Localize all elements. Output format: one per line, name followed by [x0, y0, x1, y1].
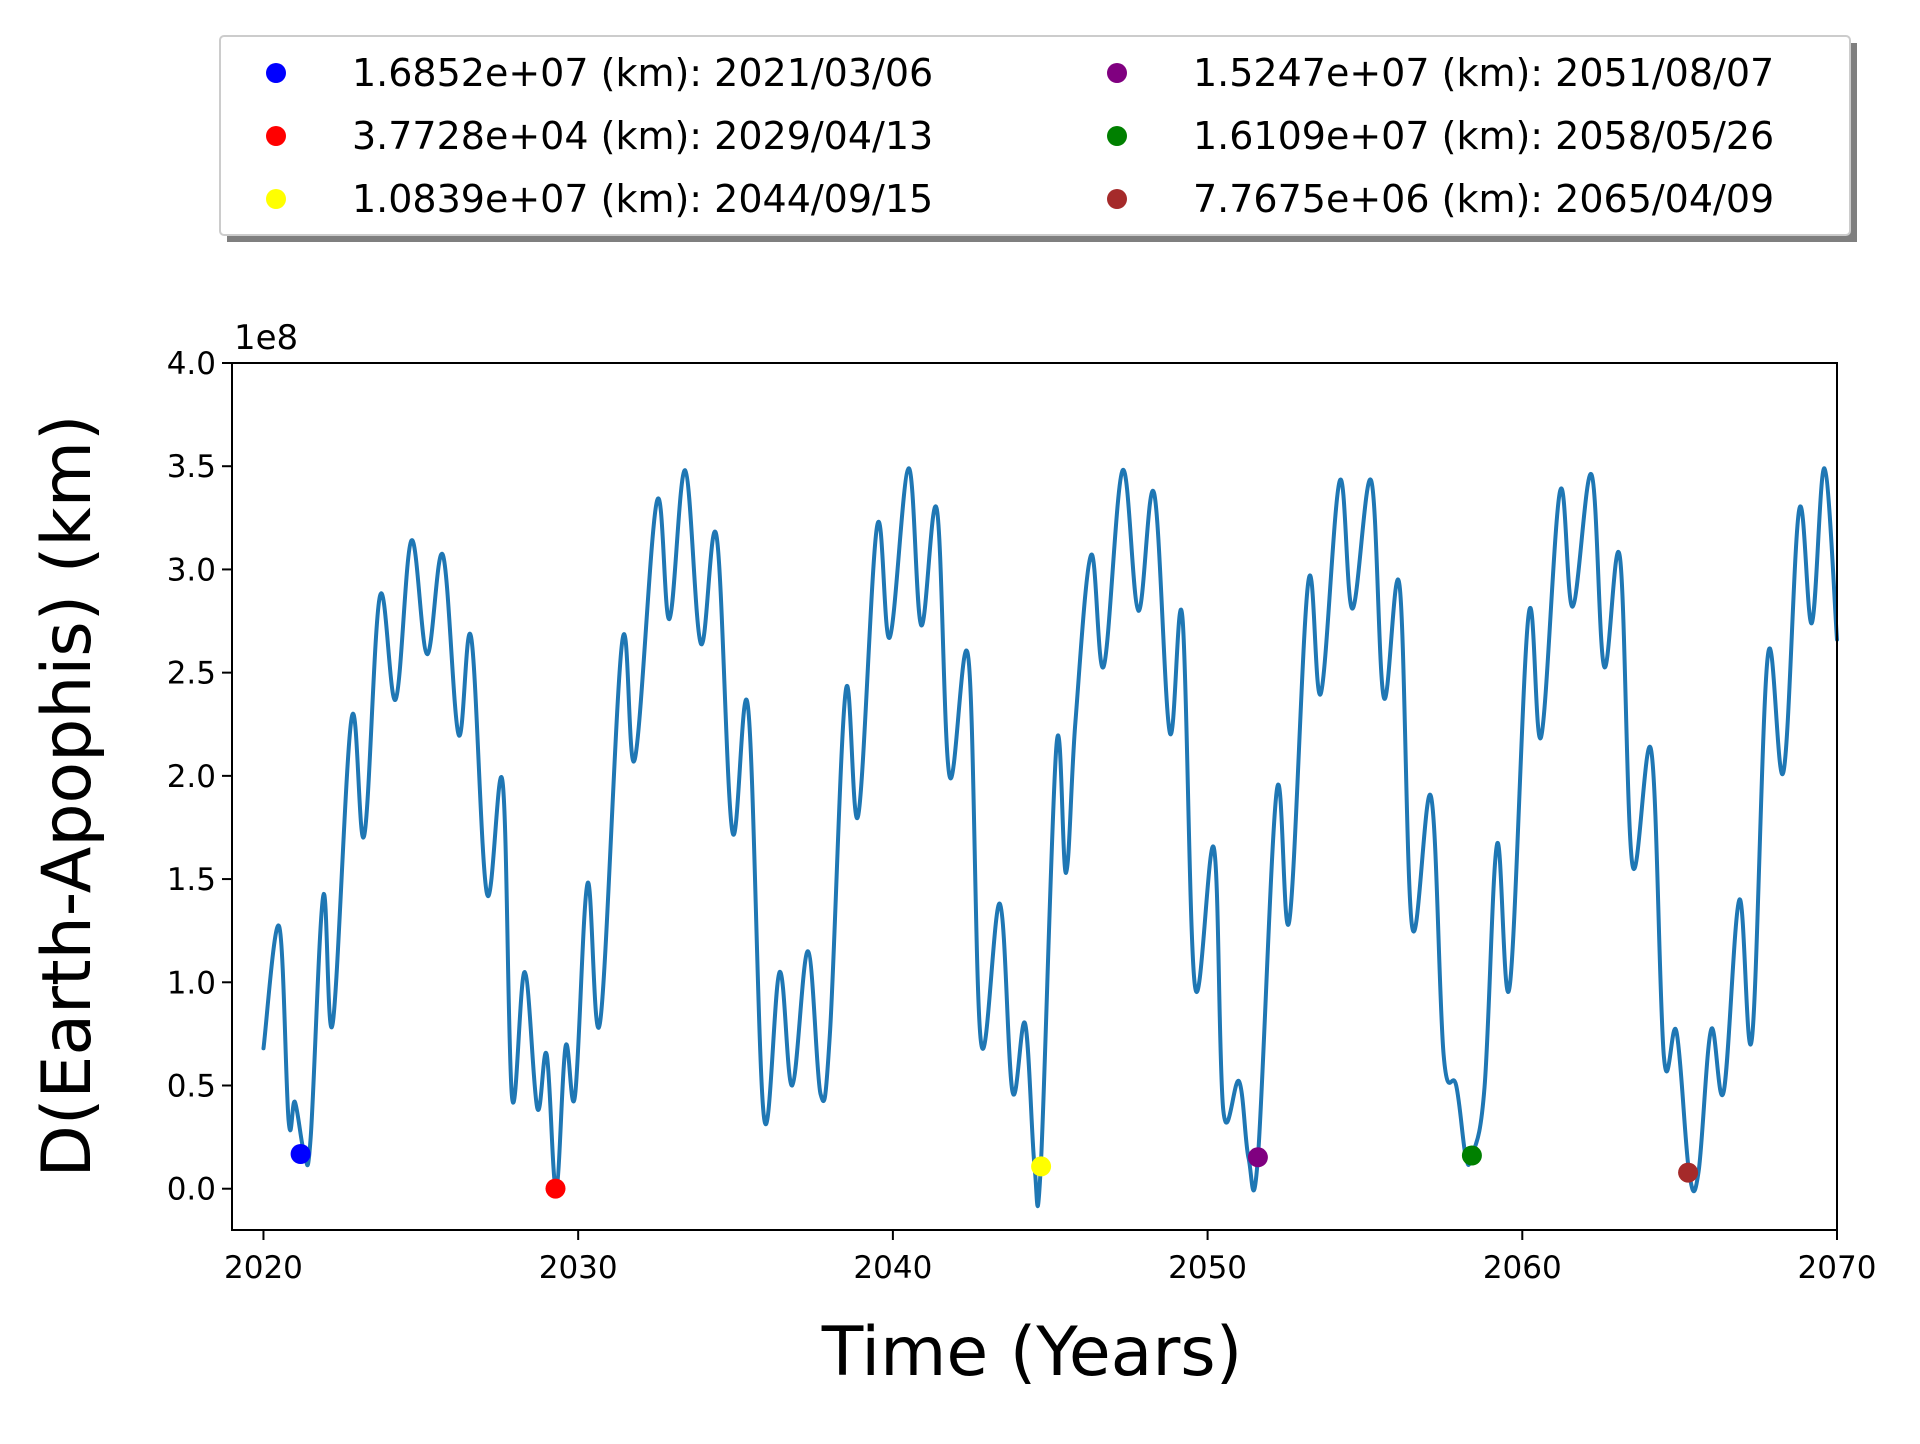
- close-approach-point-1: [290, 1144, 311, 1164]
- y-tick-label-3.0: 3.0: [167, 552, 216, 588]
- x-axis-title: Time (Years): [821, 1313, 1242, 1392]
- legend-marker-4: [1107, 63, 1127, 83]
- close-approach-point-6: [1678, 1162, 1699, 1183]
- legend-items: 1.6852e+07 (km): 2021/03/06 3.7728e+04 (k…: [266, 51, 1774, 221]
- legend-frame: [219, 35, 1851, 236]
- x-axis: 2020 2030 2040 2050 2060 2070: [224, 1230, 1876, 1286]
- close-approach-point-4: [1247, 1147, 1268, 1168]
- y-tick-label-1.5: 1.5: [167, 862, 216, 898]
- close-approach-point-5: [1461, 1145, 1482, 1166]
- close-approach-point-3: [1031, 1156, 1052, 1177]
- legend-label-2: 3.7728e+04 (km): 2029/04/13: [352, 114, 933, 158]
- y-axis: 0.0 0.5 1.0 1.5 2.0 2.5 3.0 3.5 4.0: [167, 346, 232, 1208]
- y-offset-label: 1e8: [234, 318, 298, 358]
- x-tick-label-2030: 2030: [539, 1250, 618, 1286]
- y-tick-label-2.0: 2.0: [167, 759, 216, 795]
- x-tick-label-2050: 2050: [1168, 1250, 1247, 1286]
- y-tick-label-0.5: 0.5: [167, 1069, 216, 1105]
- legend-marker-3: [266, 189, 286, 209]
- legend-marker-2: [266, 126, 286, 146]
- plot-frame: [231, 362, 1838, 1231]
- y-axis-title: D(Earth-Apophis) (km): [28, 415, 107, 1178]
- y-tick-label-3.5: 3.5: [167, 449, 216, 485]
- legend-label-5: 1.6109e+07 (km): 2058/05/26: [1193, 114, 1774, 158]
- x-tick-label-2040: 2040: [853, 1250, 932, 1286]
- y-tick-label-4.0: 4.0: [167, 346, 216, 382]
- y-tick-label-1.0: 1.0: [167, 965, 216, 1001]
- legend-label-4: 1.5247e+07 (km): 2051/08/07: [1193, 51, 1774, 95]
- close-approach-point-2: [545, 1178, 566, 1199]
- legend-label-1: 1.6852e+07 (km): 2021/03/06: [352, 51, 933, 95]
- series-layer: [261, 466, 1839, 1209]
- x-tick-label-2020: 2020: [224, 1250, 303, 1286]
- legend-label-3: 1.0839e+07 (km): 2044/09/15: [352, 177, 933, 221]
- legend-marker-6: [1107, 189, 1127, 209]
- y-tick-label-2.5: 2.5: [167, 656, 216, 692]
- x-tick-label-2060: 2060: [1483, 1250, 1562, 1286]
- x-tick-label-2070: 2070: [1798, 1250, 1877, 1286]
- legend-label-6: 7.7675e+06 (km): 2065/04/09: [1193, 177, 1774, 221]
- y-tick-label-0.0: 0.0: [167, 1172, 216, 1208]
- legend-marker-5: [1107, 126, 1127, 146]
- legend-marker-1: [266, 63, 286, 83]
- plot-area: [231, 362, 1839, 1231]
- distance-series-line: [261, 466, 1839, 1209]
- marker-layer: [290, 1144, 1699, 1199]
- legend: 1.6852e+07 (km): 2021/03/06 3.7728e+04 (k…: [219, 35, 1857, 242]
